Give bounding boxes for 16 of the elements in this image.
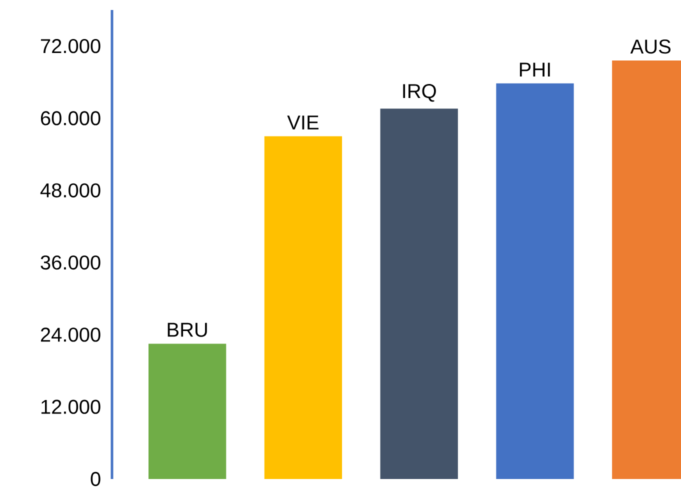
x-tick-label: BRU (168, 322, 207, 337)
x-tick-label: VIE (287, 116, 318, 130)
y-tick-label: 72.000 (40, 39, 100, 54)
y-tick-label: 36.000 (40, 255, 100, 270)
x-tick-label: AUS (630, 39, 671, 54)
y-tick-label: 12.000 (41, 400, 100, 414)
x-tick-label: PHI (520, 62, 550, 76)
bar (380, 108, 458, 479)
bar (496, 83, 574, 479)
y-tick-label: 0 (90, 472, 100, 486)
bar (148, 344, 226, 479)
y-tick-label: 60.000 (40, 111, 100, 126)
y-tick-label: 24.000 (40, 328, 100, 342)
y-tick-label: 48.000 (40, 183, 100, 198)
x-tick-label: IRQ (403, 84, 436, 102)
bar (264, 136, 342, 479)
